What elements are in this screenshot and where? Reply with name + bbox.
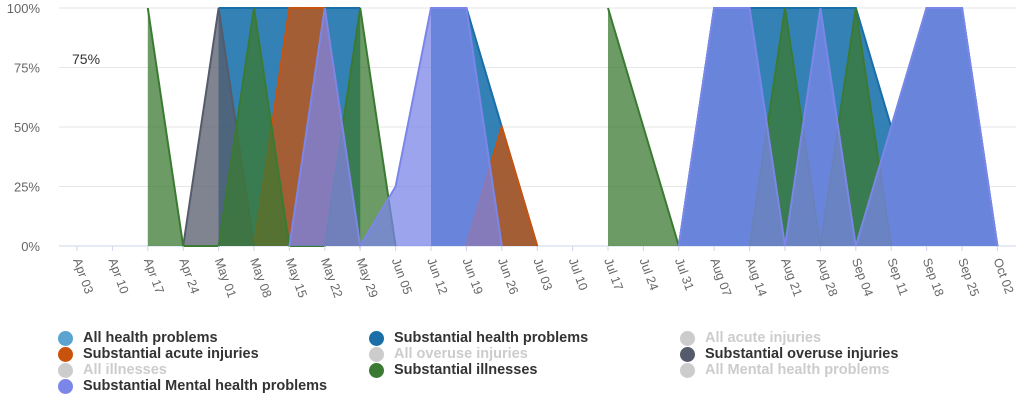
legend-item-all-overuse-injuries[interactable]: All overuse injuries [369, 346, 528, 362]
legend-dot-icon [369, 362, 384, 378]
legend-label: All overuse injuries [394, 346, 528, 362]
x-tick-label: Oct 02 [991, 256, 1017, 295]
y-tick-label: 25% [14, 180, 40, 195]
series-line [288, 7, 503, 249]
y-tick-label: 100% [7, 1, 41, 16]
legend-dot-icon [680, 330, 695, 346]
legend-label: Substantial acute injuries [83, 346, 259, 362]
x-tick-label: Aug 28 [814, 256, 841, 298]
legend-item-substantial-overuse-injuries[interactable]: Substantial overuse injuries [680, 346, 898, 362]
x-tick-label: Apr 03 [70, 256, 96, 295]
legend-dot-icon [680, 362, 695, 378]
series-line [677, 7, 999, 247]
legend-label: All acute injuries [705, 330, 822, 346]
x-tick-label: May 15 [283, 256, 310, 299]
x-tick-label: Sep 18 [920, 256, 947, 298]
legend-label: Substantial overuse injuries [705, 346, 899, 362]
annotation-label: 75% [72, 51, 100, 67]
legend-label: Substantial Mental health problems [83, 378, 328, 394]
legend-item-substantial-health-problems[interactable]: Substantial health problems [369, 330, 588, 346]
x-tick-label: May 01 [212, 256, 239, 299]
x-tick-label: Apr 10 [106, 256, 132, 295]
x-tick-label: Jun 19 [460, 256, 486, 296]
legend-label: All illnesses [83, 362, 167, 378]
legend-item-substantial-mental-health-problems[interactable]: Substantial Mental health problems [58, 378, 327, 394]
x-tick-label: May 22 [318, 256, 345, 299]
legend-item-all-acute-injuries[interactable]: All acute injuries [680, 330, 821, 346]
x-tick-label: May 29 [353, 256, 380, 299]
y-axis: 0% 25% 50% 75% 100% [7, 1, 41, 254]
legend-label: Substantial health problems [394, 330, 589, 346]
x-tick-label: Sep 11 [884, 256, 910, 297]
series-substantial-mental-health-problems [288, 7, 999, 249]
x-tick-label: Sep 25 [955, 256, 982, 298]
x-tick-label: Jul 10 [566, 256, 591, 292]
legend-dot-icon [58, 378, 73, 394]
series-areas [146, 7, 999, 249]
area-chart: 0% 25% 50% 75% 100% Apr 03 Apr 10 Apr 17 Apr 24… [7, 1, 1017, 300]
x-tick-label: Apr 17 [141, 256, 167, 295]
y-tick-label: 50% [14, 120, 40, 135]
legend-dot-icon [369, 346, 384, 362]
series-line [607, 7, 680, 247]
legend-item-all-mental-health-problems[interactable]: All Mental health problems [680, 362, 890, 378]
area-segment [289, 8, 502, 246]
x-tick-label: Sep 04 [849, 256, 876, 298]
legend-label: Substantial illnesses [394, 362, 538, 378]
legend-item-substantial-acute-injuries[interactable]: Substantial acute injuries [58, 346, 259, 362]
legend-item-substantial-illnesses[interactable]: Substantial illnesses [369, 362, 537, 378]
x-tick-label: Jul 24 [637, 256, 662, 292]
legend-dot-icon [58, 330, 73, 346]
series-line [146, 7, 397, 247]
x-tick-label: Jul 17 [601, 256, 626, 292]
legend-dot-icon [58, 362, 73, 378]
x-tick-label: Apr 24 [176, 256, 202, 295]
x-tick-label: May 08 [247, 256, 274, 299]
legend-dot-icon [58, 346, 73, 362]
legend-dot-icon [369, 330, 384, 346]
area-segment [749, 8, 892, 246]
x-axis: Apr 03 Apr 10 Apr 17 Apr 24 May 01 May 08 May … [70, 246, 1016, 300]
x-tick-label: Jun 26 [495, 256, 521, 296]
legend-label: All Mental health problems [705, 362, 890, 378]
x-tick-label: Jul 03 [530, 256, 555, 292]
x-tick-label: Aug 07 [707, 256, 734, 298]
y-tick-label: 0% [21, 239, 40, 254]
legend-item-all-illnesses[interactable]: All illnesses [58, 362, 167, 378]
x-tick-label: Jul 31 [672, 256, 697, 292]
x-tick-label: Aug 14 [743, 256, 770, 298]
x-tick-label: Jun 12 [424, 256, 450, 296]
x-tick-label: Aug 21 [778, 256, 805, 298]
legend-label: All health problems [83, 330, 218, 346]
legend-dot-icon [680, 346, 695, 362]
x-tick-label: Jun 05 [389, 256, 415, 296]
legend-item-all-health-problems[interactable]: All health problems [58, 330, 218, 346]
y-tick-label: 75% [14, 61, 40, 76]
